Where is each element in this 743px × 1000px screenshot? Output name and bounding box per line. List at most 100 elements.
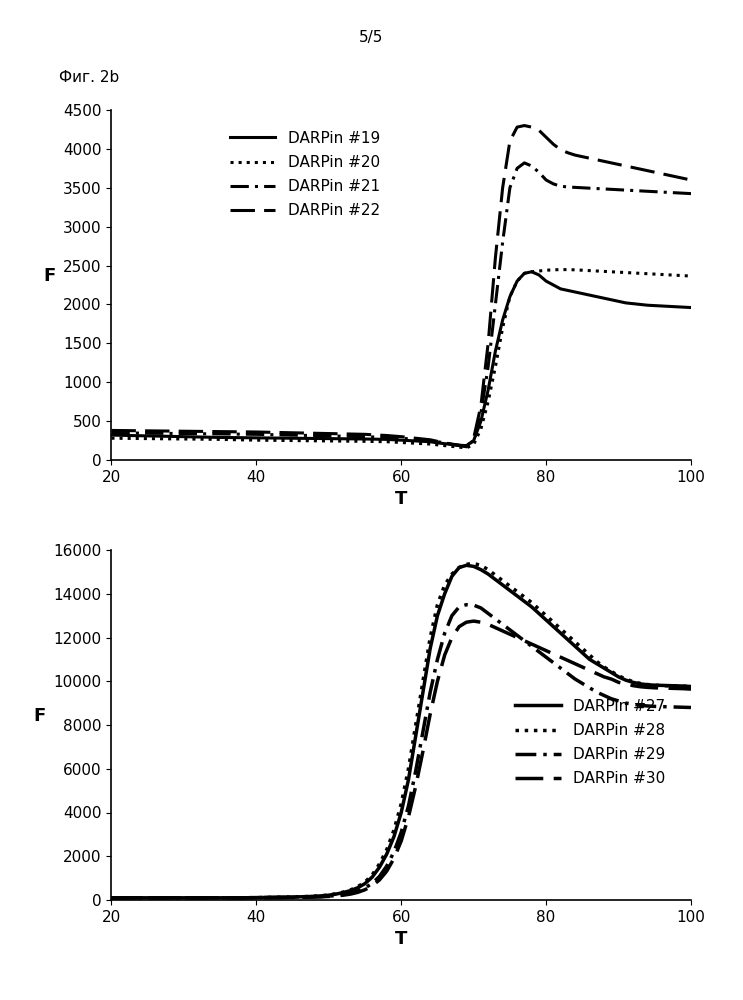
DARPin #22 xyxy=(629,162,637,174)
DARPin #30 xyxy=(556,651,565,663)
DARPin #20 xyxy=(426,438,435,450)
DARPin #29 xyxy=(375,870,384,882)
DARPin #22 xyxy=(476,400,485,412)
DARPin #20 xyxy=(520,267,529,279)
DARPin #20 xyxy=(542,264,551,276)
DARPin #20 xyxy=(556,264,565,276)
Line: DARPin #22: DARPin #22 xyxy=(111,126,691,447)
DARPin #28 xyxy=(556,623,565,635)
DARPin #19 xyxy=(433,437,442,449)
DARPin #22 xyxy=(215,426,224,438)
DARPin #20 xyxy=(578,264,587,276)
DARPin #19 xyxy=(542,275,551,287)
DARPin #21 xyxy=(476,407,485,419)
DARPin #27 xyxy=(462,559,471,571)
DARPin #21 xyxy=(650,186,659,198)
DARPin #21 xyxy=(534,166,543,178)
DARPin #19 xyxy=(499,314,507,326)
DARPin #21 xyxy=(629,184,637,196)
DARPin #30 xyxy=(447,632,456,644)
DARPin #19 xyxy=(665,300,674,312)
DARPin #22 xyxy=(563,147,572,159)
Text: 5/5: 5/5 xyxy=(360,30,383,45)
X-axis label: T: T xyxy=(395,930,407,948)
DARPin #28 xyxy=(462,558,471,570)
DARPin #22 xyxy=(658,168,666,180)
DARPin #21 xyxy=(672,187,681,199)
DARPin #22 xyxy=(679,172,688,184)
DARPin #22 xyxy=(549,138,558,150)
Y-axis label: F: F xyxy=(43,267,55,285)
DARPin #20 xyxy=(592,265,601,277)
DARPin #22 xyxy=(412,432,421,444)
DARPin #19 xyxy=(534,269,543,281)
DARPin #21 xyxy=(687,188,695,200)
DARPin #19 xyxy=(585,289,594,301)
DARPin #29 xyxy=(447,610,456,622)
DARPin #22 xyxy=(636,163,645,175)
DARPin #21 xyxy=(412,433,421,445)
Legend: DARPin #19, DARPin #20, DARPin #21, DARPin #22: DARPin #19, DARPin #20, DARPin #21, DARP… xyxy=(224,125,386,224)
DARPin #28 xyxy=(679,680,688,692)
DARPin #19 xyxy=(143,430,152,442)
DARPin #22 xyxy=(672,171,681,183)
DARPin #21 xyxy=(107,427,116,439)
DARPin #22 xyxy=(528,121,536,133)
DARPin #21 xyxy=(397,432,406,444)
DARPin #21 xyxy=(679,187,688,199)
DARPin #20 xyxy=(476,423,485,435)
DARPin #19 xyxy=(491,345,500,357)
DARPin #21 xyxy=(571,181,580,193)
DARPin #22 xyxy=(542,131,551,143)
DARPin #22 xyxy=(455,440,464,452)
DARPin #22 xyxy=(607,157,616,169)
DARPin #19 xyxy=(600,292,609,304)
DARPin #19 xyxy=(426,436,435,448)
DARPin #22 xyxy=(360,428,369,440)
DARPin #21 xyxy=(470,435,478,447)
DARPin #21 xyxy=(578,182,587,194)
DARPin #21 xyxy=(455,439,464,451)
DARPin #21 xyxy=(215,428,224,440)
DARPin #29 xyxy=(687,702,695,714)
Legend: DARPin #27, DARPin #28, DARPin #29, DARPin #30: DARPin #27, DARPin #28, DARPin #29, DARP… xyxy=(509,693,672,792)
DARPin #29 xyxy=(679,701,688,713)
DARPin #20 xyxy=(571,264,580,276)
DARPin #19 xyxy=(324,433,333,445)
DARPin #28 xyxy=(447,568,456,580)
DARPin #19 xyxy=(621,297,630,309)
DARPin #22 xyxy=(470,432,478,444)
DARPin #21 xyxy=(520,157,529,169)
DARPin #22 xyxy=(426,434,435,446)
DARPin #20 xyxy=(650,268,659,280)
DARPin #20 xyxy=(470,438,478,450)
DARPin #21 xyxy=(360,431,369,443)
Line: DARPin #21: DARPin #21 xyxy=(111,163,691,446)
DARPin #21 xyxy=(382,431,391,443)
DARPin #19 xyxy=(455,439,464,451)
DARPin #20 xyxy=(484,396,493,408)
DARPin #22 xyxy=(397,431,406,443)
DARPin #19 xyxy=(679,301,688,313)
DARPin #20 xyxy=(180,433,189,445)
DARPin #21 xyxy=(549,178,558,190)
DARPin #30 xyxy=(679,683,688,695)
DARPin #28 xyxy=(687,680,695,692)
DARPin #28 xyxy=(107,892,116,904)
Line: DARPin #29: DARPin #29 xyxy=(111,605,691,898)
DARPin #21 xyxy=(440,437,449,449)
DARPin #21 xyxy=(556,180,565,192)
DARPin #28 xyxy=(360,876,369,888)
DARPin #21 xyxy=(180,428,189,440)
DARPin #20 xyxy=(665,269,674,281)
Text: Фиг. 2b: Фиг. 2b xyxy=(59,70,120,85)
DARPin #19 xyxy=(288,432,297,444)
DARPin #19 xyxy=(528,266,536,278)
Line: DARPin #27: DARPin #27 xyxy=(111,565,691,898)
DARPin #22 xyxy=(571,149,580,161)
DARPin #22 xyxy=(592,154,601,166)
DARPin #20 xyxy=(107,432,116,444)
Y-axis label: F: F xyxy=(33,707,46,725)
DARPin #30 xyxy=(470,615,478,627)
DARPin #28 xyxy=(470,558,478,570)
